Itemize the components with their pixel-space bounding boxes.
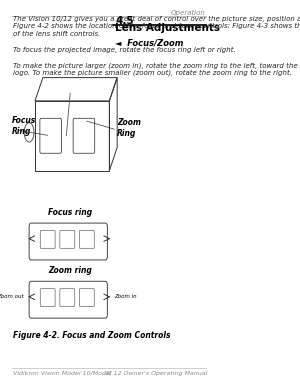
Text: 4.5: 4.5 (115, 16, 134, 26)
Text: logo. To make the picture smaller (zoom out), rotate the zoom ring to the right.: logo. To make the picture smaller (zoom … (14, 70, 292, 76)
Text: To focus the projected image, rotate the focus ring left or right.: To focus the projected image, rotate the… (14, 47, 236, 53)
Text: of the lens shift controls.: of the lens shift controls. (14, 31, 101, 37)
Text: To make the picture larger (zoom in), rotate the zoom ring to the left, toward t: To make the picture larger (zoom in), ro… (14, 62, 300, 69)
Text: The Vision 10/12 gives you a great deal of control over the picture size, positi: The Vision 10/12 gives you a great deal … (14, 16, 300, 22)
Text: Operation: Operation (170, 10, 205, 16)
Text: 31: 31 (105, 371, 113, 376)
Text: Focus
Ring: Focus Ring (11, 116, 36, 136)
Text: Lens Adjustments: Lens Adjustments (115, 23, 220, 33)
Text: Vidikron Vision Model 10/Model 12 Owner's Operating Manual: Vidikron Vision Model 10/Model 12 Owner'… (14, 371, 208, 376)
Text: Zoom in: Zoom in (114, 294, 137, 299)
Text: Figure 4-2 shows the location of the focus and zoom controls; Figure 4-3 shows t: Figure 4-2 shows the location of the foc… (14, 23, 300, 29)
Text: Focus ring: Focus ring (48, 208, 92, 217)
Text: ◄  Focus/Zoom: ◄ Focus/Zoom (115, 39, 184, 48)
Text: Zoom ring: Zoom ring (48, 267, 92, 275)
Text: Zoom
Ring: Zoom Ring (117, 118, 141, 138)
Text: Figure 4-2. Focus and Zoom Controls: Figure 4-2. Focus and Zoom Controls (14, 331, 171, 340)
Text: Zoom out: Zoom out (0, 294, 24, 299)
